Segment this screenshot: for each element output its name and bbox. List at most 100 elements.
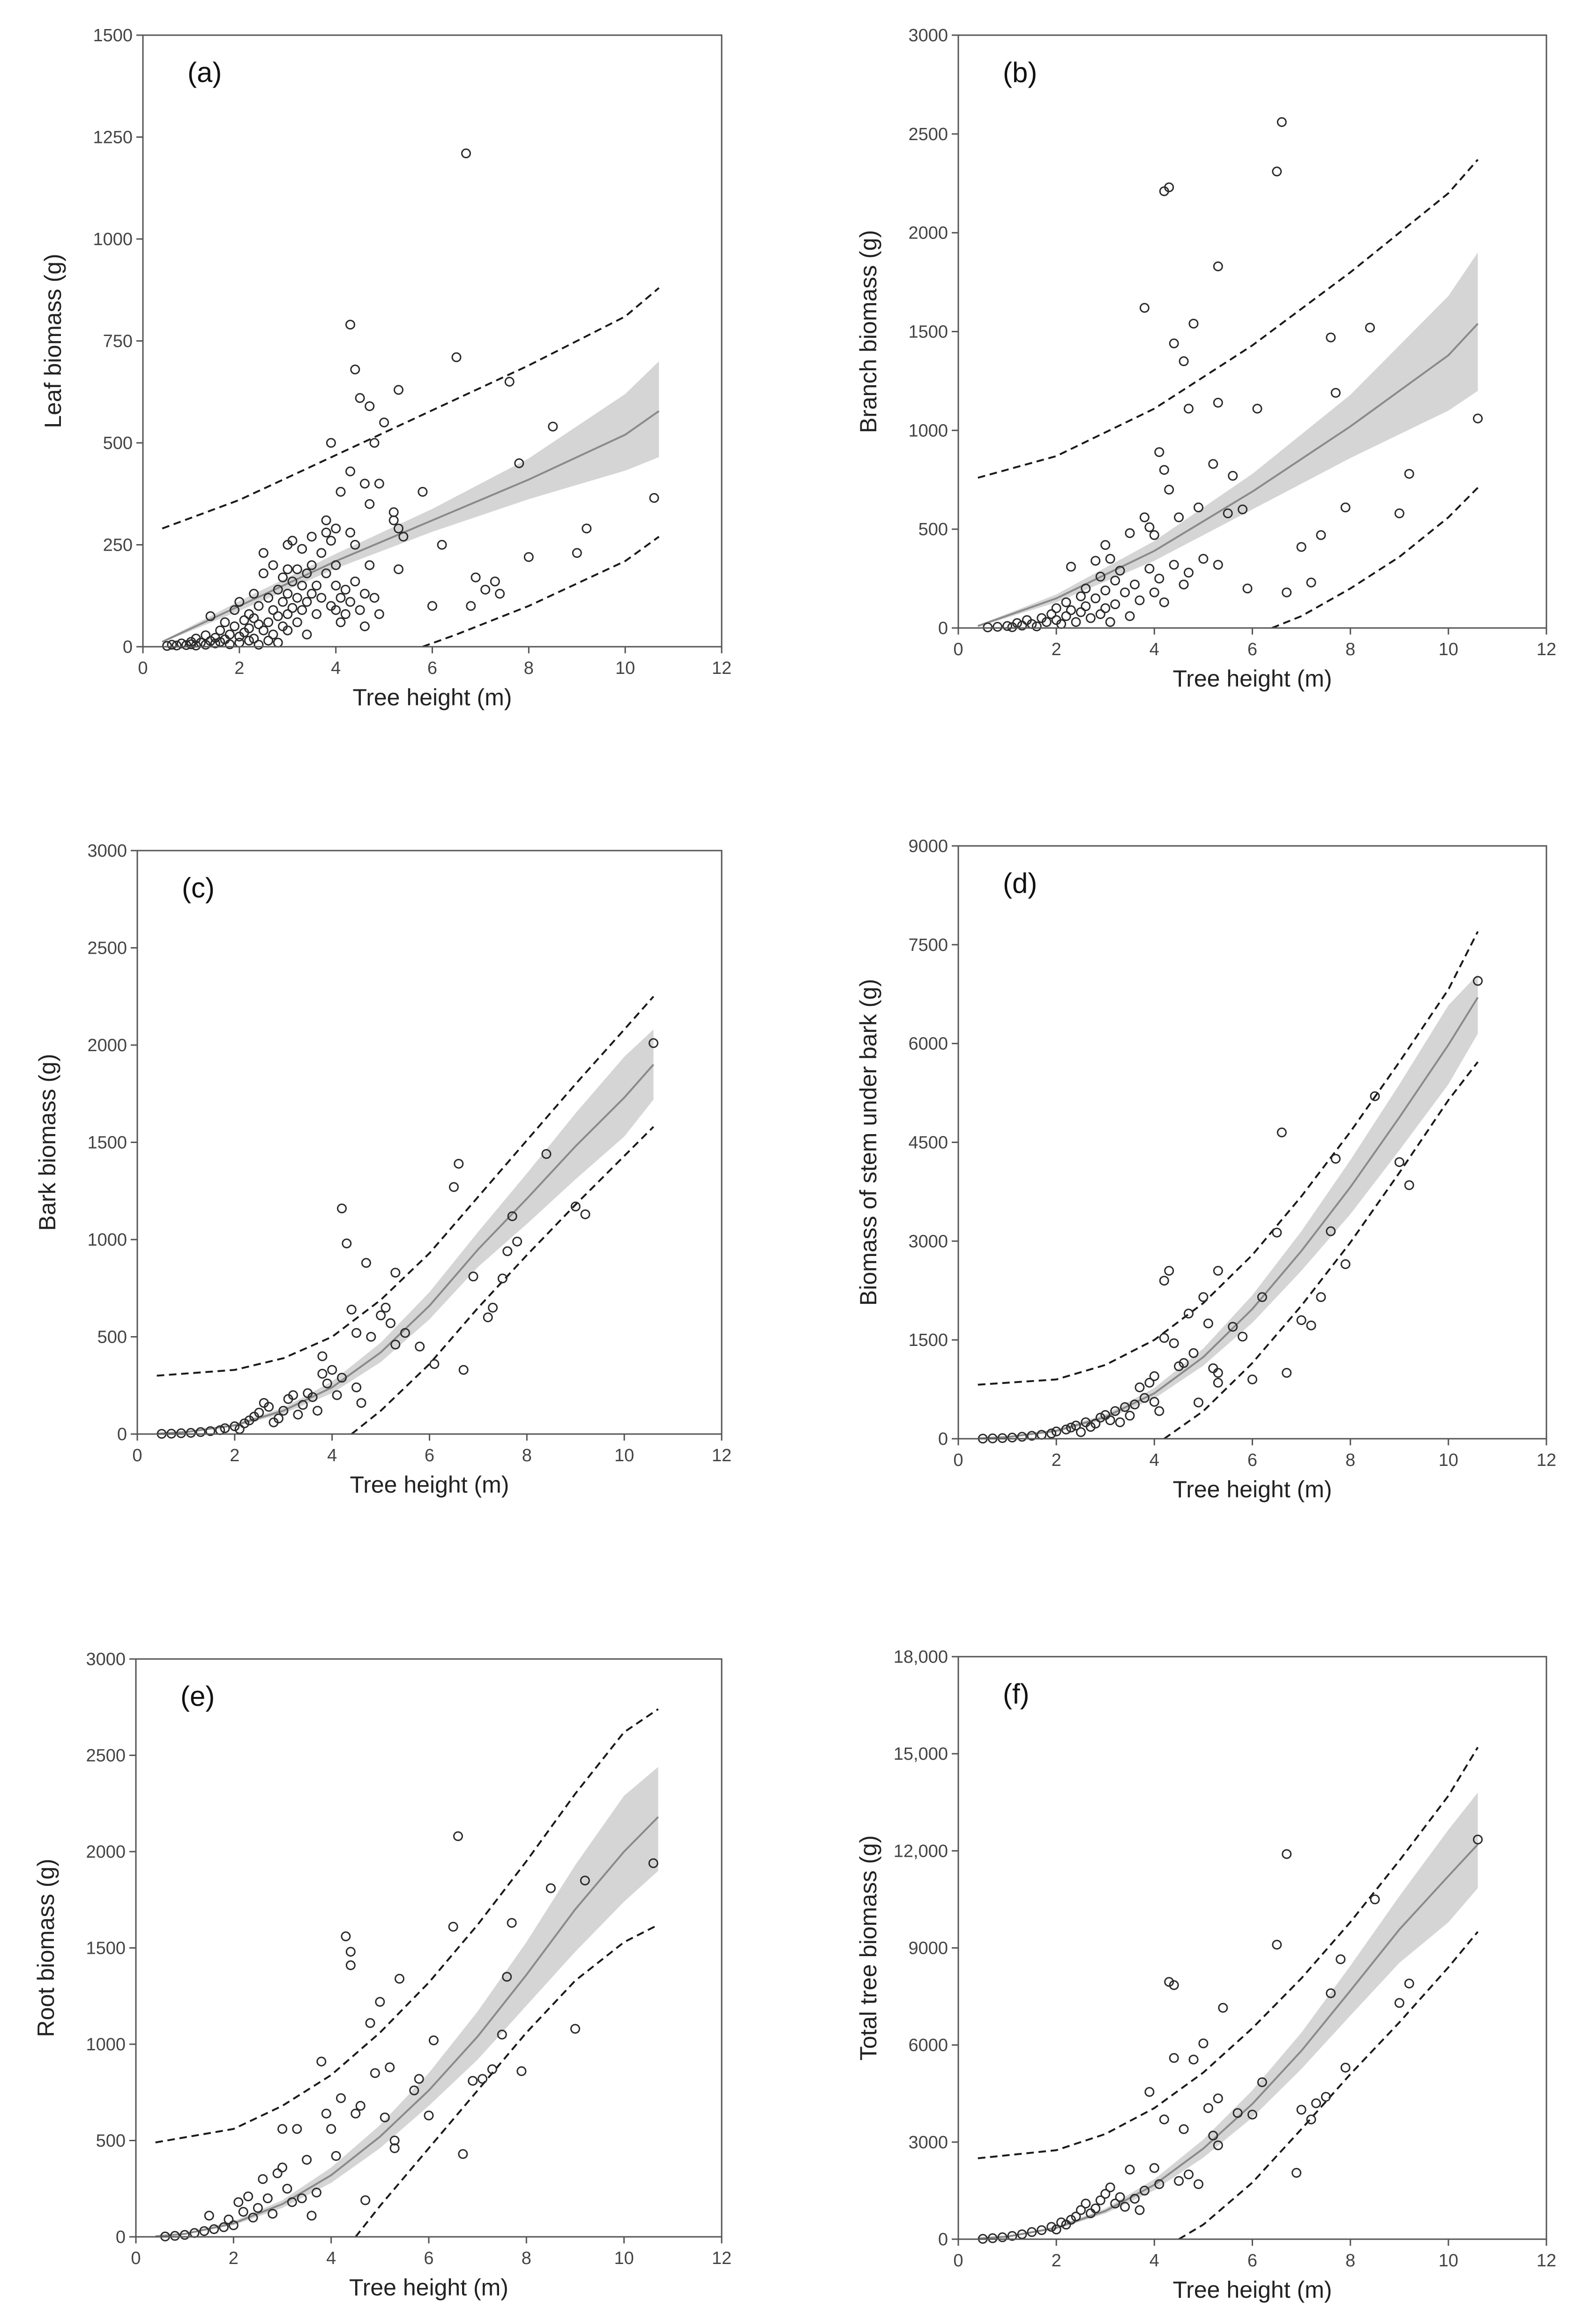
data-point <box>220 617 230 628</box>
data-point <box>1213 560 1223 570</box>
prediction-interval-lower <box>1271 487 1479 628</box>
data-point <box>268 560 278 570</box>
data-point <box>1365 322 1375 333</box>
data-point <box>258 568 269 578</box>
data-point <box>1174 512 1184 523</box>
x-tick-label: 4 <box>331 658 341 678</box>
data-point <box>287 576 298 587</box>
x-tick-label: 10 <box>614 1446 634 1465</box>
data-point <box>997 2232 1008 2242</box>
data-point <box>507 1918 517 1928</box>
data-point <box>1159 1333 1169 1343</box>
data-point <box>316 2056 327 2067</box>
data-point <box>1027 1431 1037 1441</box>
data-point <box>1139 1393 1150 1403</box>
y-tick-label: 250 <box>103 536 133 555</box>
data-point <box>1085 1422 1096 1432</box>
data-point <box>283 609 293 619</box>
panel-label: (c) <box>182 872 215 904</box>
data-point <box>1169 560 1179 570</box>
data-point <box>545 1883 556 1893</box>
data-point <box>331 2151 341 2161</box>
data-point <box>1081 601 1091 612</box>
data-point <box>1276 117 1287 127</box>
data-point <box>313 1405 322 1416</box>
data-point <box>311 2188 321 2197</box>
y-tick-label: 2500 <box>908 125 948 144</box>
x-tick-label: 6 <box>425 1446 434 1465</box>
data-point <box>1184 1308 1194 1319</box>
y-tick-label: 1500 <box>93 26 133 45</box>
prediction-interval-upper <box>157 995 654 1377</box>
x-tick-label: 6 <box>427 658 437 678</box>
x-tick-label: 8 <box>522 1446 532 1465</box>
data-point <box>1046 1428 1057 1439</box>
data-point <box>350 576 360 587</box>
data-point <box>346 1304 357 1315</box>
data-point <box>1326 1988 1336 1998</box>
data-point <box>390 1268 401 1278</box>
data-point <box>427 601 437 611</box>
data-point <box>209 2224 219 2234</box>
data-point <box>1257 2077 1267 2087</box>
data-point <box>570 1201 581 1211</box>
data-point <box>1105 617 1115 627</box>
x-tick-label: 12 <box>1537 1450 1556 1470</box>
data-point <box>1159 1276 1169 1286</box>
data-point <box>453 1831 463 1841</box>
x-tick-label: 10 <box>1439 640 1458 659</box>
data-point <box>1164 182 1174 193</box>
data-point <box>239 615 249 625</box>
data-point <box>1066 605 1076 615</box>
y-tick-label: 3000 <box>908 26 948 45</box>
data-point <box>470 572 481 583</box>
data-point <box>204 2211 214 2221</box>
data-point <box>1164 1266 1174 1276</box>
data-point <box>1125 1411 1135 1421</box>
data-point <box>1184 568 1194 578</box>
data-point <box>1149 587 1159 598</box>
data-point <box>230 605 239 615</box>
data-point <box>258 548 269 558</box>
data-point <box>1242 583 1253 594</box>
data-point <box>1100 1410 1111 1420</box>
x-axis-label: Tree height (m) <box>1173 1476 1332 1502</box>
data-point <box>331 523 341 534</box>
data-point <box>1085 613 1096 623</box>
data-point <box>254 640 264 650</box>
data-point <box>1061 1424 1071 1435</box>
fitted-line <box>155 1816 659 2237</box>
data-point <box>293 1410 303 1420</box>
data-point <box>365 2018 375 2028</box>
data-point <box>449 1182 459 1192</box>
data-point <box>336 2093 346 2103</box>
y-axis-label: Total tree biomass (g) <box>855 1835 881 2061</box>
data-point <box>224 639 235 650</box>
data-point <box>191 640 201 650</box>
data-point <box>224 2214 234 2225</box>
data-point <box>1321 2092 1331 2102</box>
data-point <box>366 1332 376 1342</box>
data-point <box>1306 2115 1316 2124</box>
data-point <box>219 2222 229 2232</box>
data-point <box>268 2209 278 2219</box>
data-point <box>312 581 321 590</box>
data-point <box>1340 1259 1351 1269</box>
y-tick-label: 2500 <box>86 1746 126 1766</box>
data-point <box>244 623 254 634</box>
data-point <box>258 625 269 635</box>
data-point <box>1404 1979 1414 1988</box>
y-tick-label: 1000 <box>93 230 133 249</box>
data-point <box>495 589 505 599</box>
data-point <box>272 2168 283 2178</box>
data-point <box>1169 2053 1179 2063</box>
data-point <box>1252 404 1262 414</box>
data-point <box>195 1427 206 1437</box>
y-axis-label: Leaf biomass (g) <box>40 254 66 428</box>
data-point <box>1198 1292 1209 1302</box>
data-point <box>1394 1998 1404 2008</box>
x-tick-label: 2 <box>1052 2251 1061 2271</box>
data-point <box>1330 388 1341 398</box>
data-point <box>306 560 317 570</box>
data-point <box>254 1407 264 1418</box>
